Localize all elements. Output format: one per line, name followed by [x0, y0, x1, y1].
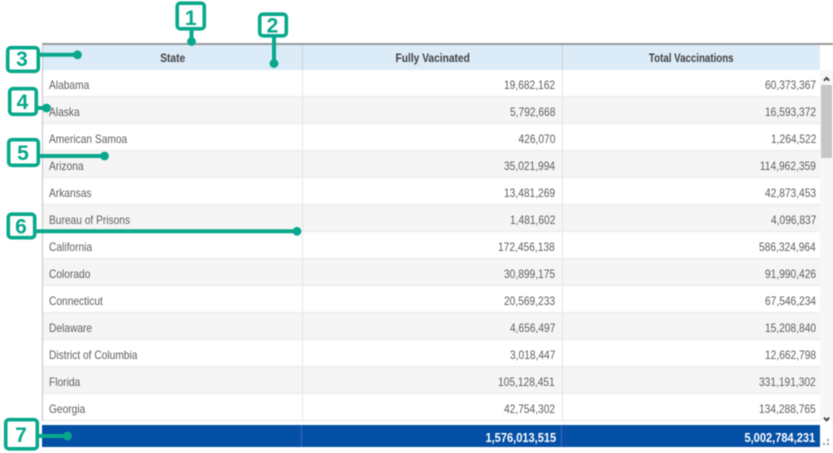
svg-text:3: 3 — [16, 48, 28, 71]
svg-text:5: 5 — [17, 142, 29, 165]
svg-text:2: 2 — [267, 15, 279, 38]
svg-text:1: 1 — [185, 7, 197, 30]
svg-text:6: 6 — [15, 216, 27, 239]
svg-text:7: 7 — [15, 424, 27, 447]
svg-text:4: 4 — [17, 91, 29, 114]
